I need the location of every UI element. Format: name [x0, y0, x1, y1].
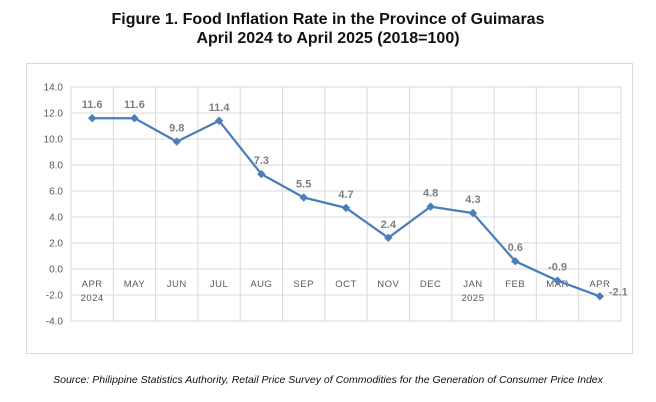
data-point-marker	[172, 137, 181, 146]
data-label: -0.9	[548, 262, 567, 274]
data-point-marker	[595, 292, 605, 301]
data-point-marker	[87, 114, 97, 123]
data-point-marker	[341, 203, 351, 213]
y-tick-label: 10.0	[44, 135, 64, 146]
data-point-marker	[384, 233, 393, 242]
data-label: 7.3	[254, 155, 269, 167]
y-tick-label: -4.0	[46, 317, 64, 328]
data-label: 4.3	[465, 194, 480, 206]
x-tick-label: SEP	[293, 279, 314, 290]
y-tick-label: 6.0	[49, 187, 63, 198]
x-tick-label: JAN	[463, 279, 482, 290]
data-point-marker	[257, 169, 266, 179]
y-tick-label: -2.0	[46, 291, 64, 302]
x-tick-label: DEC	[420, 279, 442, 290]
data-label: 11.4	[209, 102, 231, 114]
data-point-marker	[299, 193, 308, 202]
y-tick-label: 2.0	[49, 239, 63, 250]
chart-area	[26, 63, 633, 354]
data-label: 9.8	[169, 123, 184, 135]
y-tick-label: 12.0	[44, 109, 64, 120]
x-tick-label: APR	[82, 279, 103, 290]
x-tick-label: AUG	[250, 279, 272, 290]
x-tick-label: APR	[589, 279, 610, 290]
data-label: 11.6	[124, 99, 145, 111]
source-note: Source: Philippine Statistics Authority,…	[53, 374, 603, 386]
y-tick-label: 8.0	[49, 161, 63, 172]
x-tick-label: OCT	[335, 279, 357, 290]
chart-title-line2: April 2024 to April 2025 (2018=100)	[196, 30, 460, 47]
x-tick-label: MAY	[124, 279, 146, 290]
data-point-marker	[468, 208, 478, 218]
data-point-marker	[426, 202, 435, 211]
y-tick-label: 4.0	[49, 213, 63, 224]
x-tick-label: JUL	[210, 279, 228, 290]
y-tick-label: 14.0	[44, 83, 64, 94]
data-label: 4.8	[423, 188, 438, 200]
chart-title-line1: Figure 1. Food Inflation Rate in the Pro…	[111, 11, 545, 28]
data-point-marker	[511, 257, 520, 266]
x-tick-label: JUN	[167, 279, 187, 290]
x-tick-label: FEB	[505, 279, 525, 290]
data-point-marker	[214, 116, 224, 125]
data-point-marker	[130, 114, 139, 123]
data-label: 4.7	[338, 189, 353, 201]
data-label: 0.6	[508, 242, 523, 254]
data-label: 2.4	[381, 219, 397, 231]
y-tick-label: 0.0	[49, 265, 63, 276]
data-label: 11.6	[82, 99, 103, 111]
x-tick-label: NOV	[377, 279, 399, 290]
x-tick-year-label: 2024	[81, 293, 104, 304]
data-label: 5.5	[296, 179, 311, 191]
x-tick-year-label: 2025	[461, 293, 484, 304]
data-label: -2.1	[609, 286, 628, 298]
data-point-marker	[553, 276, 562, 285]
